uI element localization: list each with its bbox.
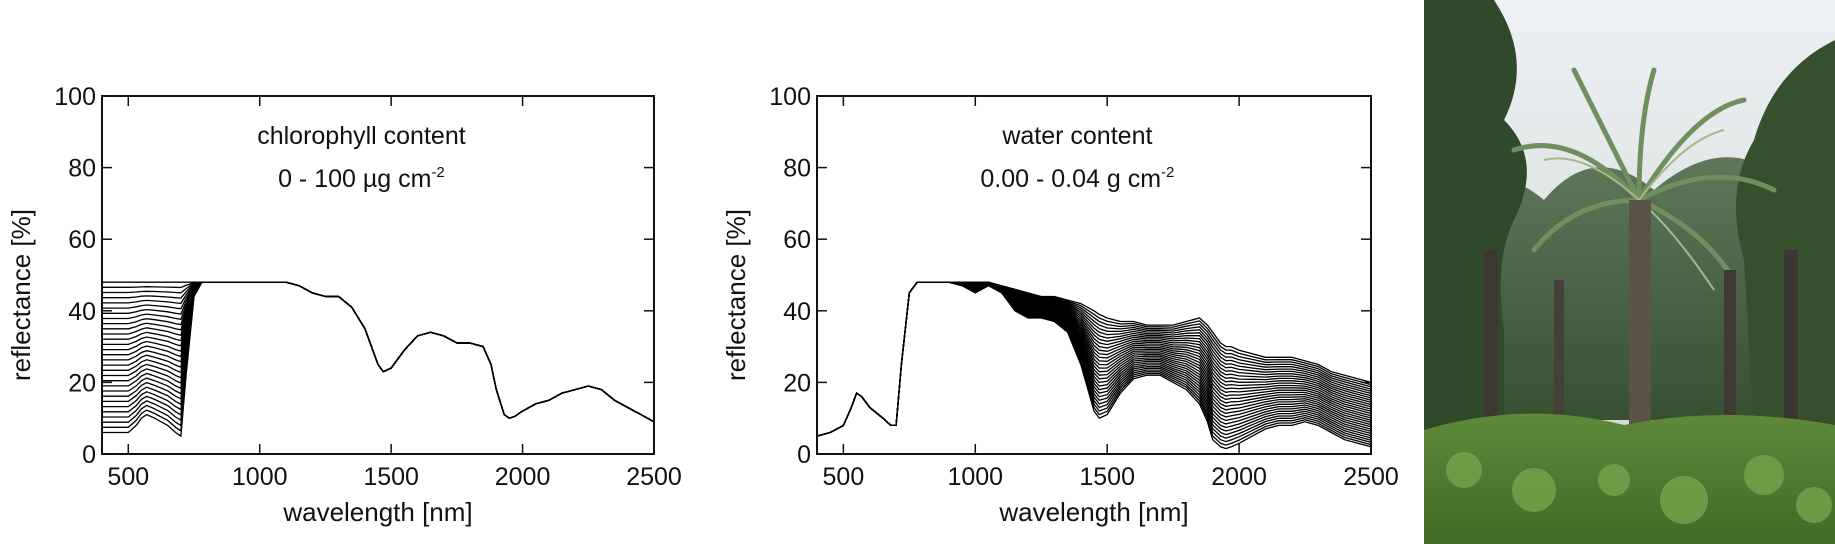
y-tick-label: 20 — [783, 369, 811, 397]
annotation-line1: chlorophyll content — [257, 122, 466, 150]
x-axis-title: wavelength [nm] — [282, 497, 472, 527]
y-tick-label: 40 — [783, 298, 811, 326]
y-tick-label: 100 — [769, 83, 811, 111]
chart-chlorophyll: 500 1000 1500 2000 2500 0 20 40 60 80 100 chloroph… — [6, 83, 682, 527]
x-axis-title: wavelength [nm] — [998, 497, 1188, 527]
x-tick-label: 2000 — [495, 463, 551, 491]
x-tick-label: 1000 — [947, 463, 1003, 491]
y-tick-label: 80 — [783, 155, 811, 183]
annotation-line2-base: 0.00 - 0.04 g cm — [980, 165, 1161, 193]
y-tick-label: 60 — [783, 226, 811, 254]
reflectance-curve — [102, 281, 655, 438]
x-tick-label: 2000 — [1211, 463, 1267, 491]
x-tick-label: 500 — [107, 463, 149, 491]
axis-ticks: 500 1000 1500 2000 2500 0 20 40 60 80 100 — [54, 83, 682, 491]
x-tick-label: 2500 — [1343, 463, 1399, 491]
water-curve-family — [816, 281, 1372, 450]
y-tick-label: 0 — [797, 441, 811, 469]
chart-water: 500 1000 1500 2000 2500 0 20 40 60 80 100 water co… — [721, 83, 1399, 527]
y-tick-label: 20 — [68, 369, 96, 397]
x-tick-label: 1500 — [363, 463, 419, 491]
y-tick-label: 0 — [82, 441, 96, 469]
annotation-line1: water content — [1001, 122, 1152, 150]
axis-ticks: 500 1000 1500 2000 2500 0 20 40 60 80 100 — [769, 83, 1399, 491]
reflectance-curve — [816, 281, 1372, 450]
plot-frame — [101, 95, 655, 455]
annotation-line2: 0.00 - 0.04 g cm-2 — [980, 164, 1174, 193]
x-tick-label: 500 — [823, 463, 865, 491]
oil-palm-plantation-photo — [1424, 0, 1835, 544]
annotation-line2-sup: -2 — [1161, 164, 1174, 181]
chlorophyll-curve-family — [102, 281, 655, 438]
y-axis-title: reflectance [%] — [721, 209, 751, 381]
x-tick-label: 1000 — [232, 463, 288, 491]
y-tick-label: 100 — [54, 83, 96, 111]
y-axis-title: reflectance [%] — [6, 209, 36, 381]
annotation-line2-sup: -2 — [431, 164, 444, 181]
y-tick-label: 60 — [68, 226, 96, 254]
x-tick-label: 2500 — [626, 463, 682, 491]
x-tick-label: 1500 — [1079, 463, 1135, 491]
y-tick-label: 40 — [68, 298, 96, 326]
annotation-line2: 0 - 100 µg cm-2 — [278, 164, 445, 193]
annotation-line2-base: 0 - 100 µg cm — [278, 165, 431, 193]
y-tick-label: 80 — [68, 155, 96, 183]
plot-frame — [816, 95, 1372, 455]
